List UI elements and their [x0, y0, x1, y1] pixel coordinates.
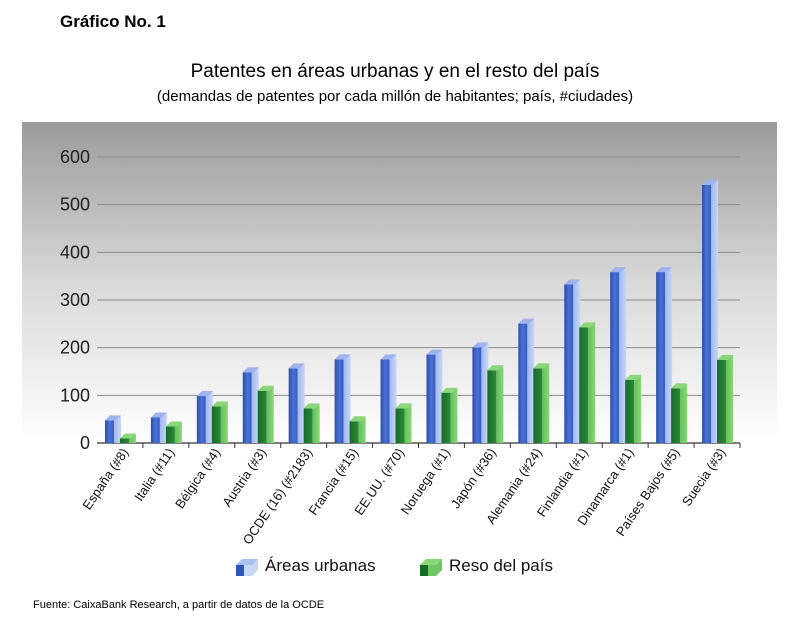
bars	[104, 179, 734, 443]
bar-urban	[702, 179, 719, 443]
bar-rest	[211, 401, 228, 443]
y-tick-label: 0	[80, 433, 90, 453]
x-axis-labels: España (#8) Italia (#11)Bélgica (#4)Austr…	[79, 445, 728, 547]
x-tick-label: Austria (#3)	[219, 445, 269, 509]
x-tick-label: Bélgica (#4)	[172, 445, 223, 511]
y-tick-label: 200	[60, 338, 90, 358]
bar-rest	[625, 374, 642, 443]
legend-item-rest: Reso del país	[420, 556, 553, 576]
x-tick-label: Italia (#11)	[131, 445, 177, 504]
legend-swatch-urban	[236, 559, 258, 576]
figure-label: Gráfico No. 1	[60, 12, 166, 31]
bar-urban	[518, 318, 535, 443]
bar-urban	[104, 415, 121, 443]
bar-urban	[196, 391, 213, 443]
bar-rest	[441, 387, 458, 443]
bar-rest	[303, 403, 320, 443]
bar-urban	[288, 363, 305, 443]
y-tick-label: 500	[60, 195, 90, 215]
chart-title: Patentes en áreas urbanas y en el resto …	[190, 61, 600, 82]
bar-urban	[426, 349, 443, 443]
legend-swatch-rest	[420, 559, 442, 576]
legend-item-urban: Áreas urbanas	[236, 556, 376, 576]
bar-rest	[395, 403, 412, 443]
y-axis-ticks: 0 100 200 300 400 500 600	[60, 147, 90, 453]
bar-urban	[472, 342, 489, 443]
bar-rest	[717, 354, 734, 443]
y-tick-label: 600	[60, 147, 90, 167]
bar-rest	[119, 433, 136, 443]
bar-rest	[165, 421, 182, 443]
source-note: Fuente: CaixaBank Research, a partir de …	[33, 599, 325, 611]
bar-rest	[349, 416, 366, 443]
x-tick-label: Japón (#36)	[448, 445, 499, 511]
bar-rest	[579, 322, 596, 443]
y-tick-label: 400	[60, 242, 90, 262]
x-tick-label: Suecia (#3)	[679, 445, 729, 509]
bar-urban	[242, 367, 259, 443]
y-tick-label: 300	[60, 290, 90, 310]
bar-urban	[150, 412, 167, 443]
bar-rest	[487, 365, 504, 443]
chart-subtitle: (demandas de patentes por cada millón de…	[156, 88, 634, 105]
y-tick-label: 100	[60, 385, 90, 405]
x-tick-label: España (#8)	[79, 445, 131, 512]
plot-background	[22, 122, 777, 444]
bar-urban	[334, 354, 351, 443]
bar-rest	[257, 385, 274, 443]
legend-label-urban: Áreas urbanas	[265, 556, 376, 575]
legend: Áreas urbanas Reso del país	[236, 556, 553, 576]
bar-rest	[533, 363, 550, 443]
bar-urban	[564, 279, 581, 443]
bar-urban	[380, 354, 397, 443]
legend-label-rest: Reso del país	[449, 556, 553, 575]
bar-urban	[656, 267, 673, 443]
bar-rest	[671, 383, 688, 443]
bar-urban	[610, 267, 627, 443]
x-tick-label: Noruega (#1)	[398, 445, 453, 517]
